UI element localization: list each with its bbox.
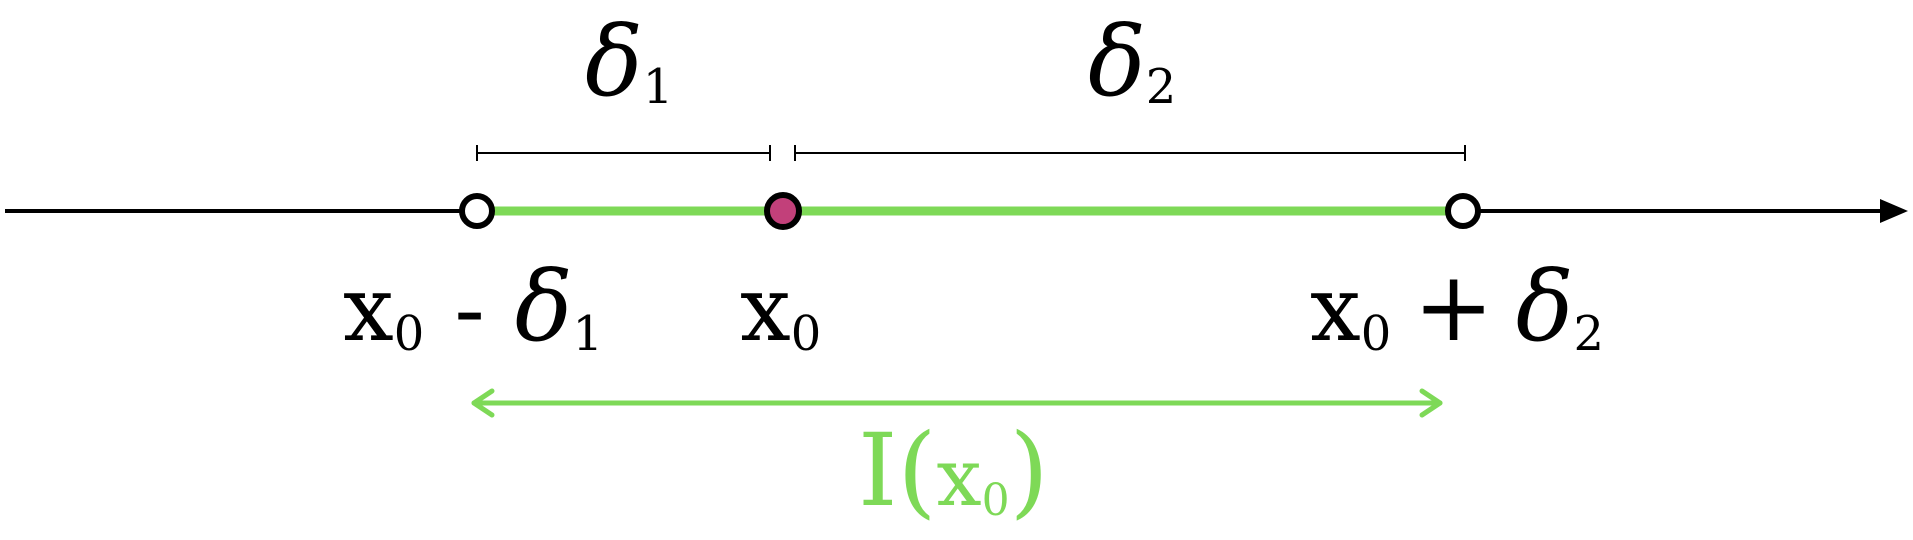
right-open-point: [1445, 193, 1481, 229]
left-endpoint-label: x0- δ1: [343, 251, 603, 363]
delta2-bracket: [794, 145, 1466, 161]
right-endpoint-label: x0 + δ2: [1310, 251, 1604, 363]
center-point: [764, 192, 802, 230]
center-label: x0: [740, 257, 821, 362]
delta1-top-label: δ1: [585, 6, 673, 118]
delta1-bracket: [476, 145, 771, 161]
delta2-top-label: δ2: [1088, 6, 1176, 118]
interval-name-label: I(x0): [858, 412, 1049, 529]
interval-double-arrow: [471, 388, 1443, 418]
number-line-arrowhead: [1880, 199, 1908, 223]
left-open-point: [459, 193, 495, 229]
